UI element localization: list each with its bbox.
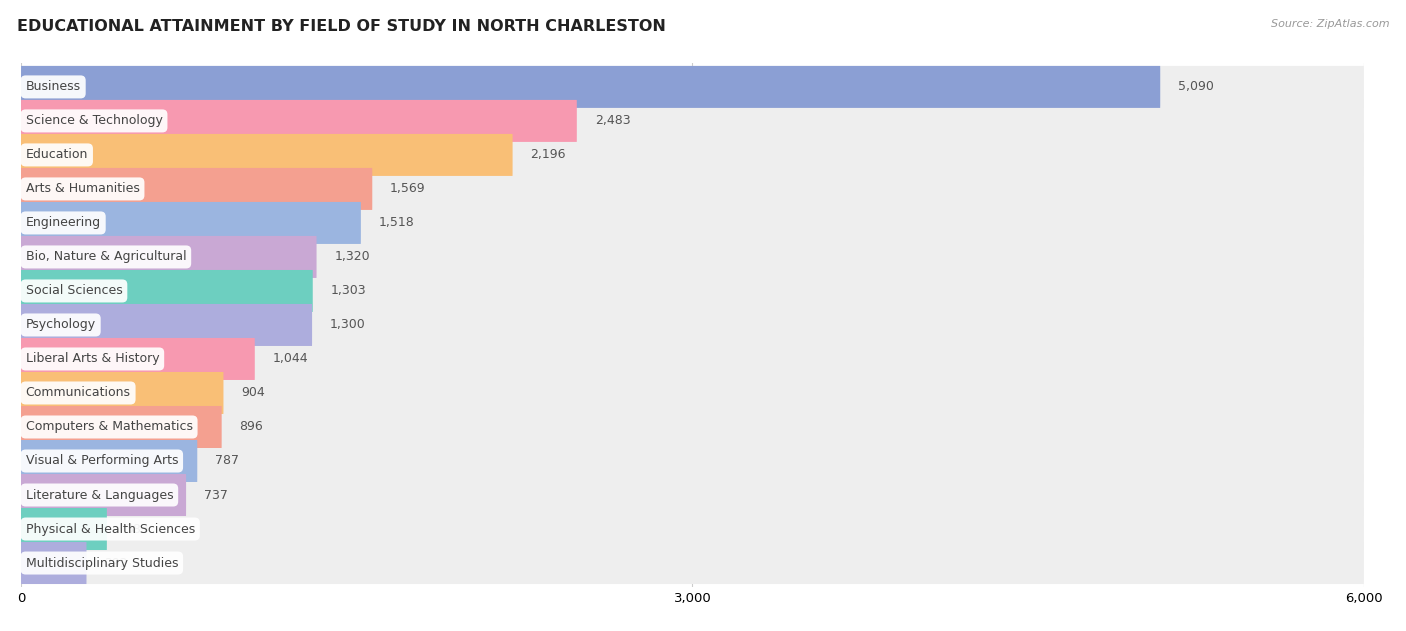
FancyBboxPatch shape <box>21 449 1364 473</box>
Text: 1,300: 1,300 <box>330 319 366 331</box>
Text: 1,518: 1,518 <box>378 216 415 230</box>
Text: Science & Technology: Science & Technology <box>25 114 163 127</box>
FancyBboxPatch shape <box>21 202 361 244</box>
FancyBboxPatch shape <box>21 236 1364 278</box>
FancyBboxPatch shape <box>21 236 316 278</box>
FancyBboxPatch shape <box>21 474 186 516</box>
Text: Arts & Humanities: Arts & Humanities <box>25 182 139 196</box>
FancyBboxPatch shape <box>21 517 1364 541</box>
Text: Physical & Health Sciences: Physical & Health Sciences <box>25 522 195 536</box>
FancyBboxPatch shape <box>21 74 1364 99</box>
Text: 1,044: 1,044 <box>273 353 308 365</box>
FancyBboxPatch shape <box>21 134 513 176</box>
Text: Social Sciences: Social Sciences <box>25 285 122 297</box>
FancyBboxPatch shape <box>21 168 373 210</box>
FancyBboxPatch shape <box>21 168 1364 210</box>
FancyBboxPatch shape <box>21 508 1364 550</box>
FancyBboxPatch shape <box>21 346 1364 372</box>
FancyBboxPatch shape <box>21 542 1364 584</box>
Text: Multidisciplinary Studies: Multidisciplinary Studies <box>25 557 179 570</box>
FancyBboxPatch shape <box>21 406 222 448</box>
FancyBboxPatch shape <box>21 278 1364 304</box>
Text: 5,090: 5,090 <box>1178 80 1213 93</box>
Text: 896: 896 <box>239 420 263 433</box>
FancyBboxPatch shape <box>21 270 1364 312</box>
FancyBboxPatch shape <box>21 100 1364 142</box>
FancyBboxPatch shape <box>21 474 1364 516</box>
Text: 737: 737 <box>204 488 228 502</box>
FancyBboxPatch shape <box>21 66 1364 108</box>
FancyBboxPatch shape <box>21 338 1364 380</box>
Text: Computers & Mathematics: Computers & Mathematics <box>25 420 193 433</box>
FancyBboxPatch shape <box>21 551 1364 575</box>
FancyBboxPatch shape <box>21 415 1364 439</box>
FancyBboxPatch shape <box>21 270 312 312</box>
FancyBboxPatch shape <box>21 109 1364 133</box>
FancyBboxPatch shape <box>21 312 1364 338</box>
Text: 2,483: 2,483 <box>595 114 630 127</box>
FancyBboxPatch shape <box>21 372 224 414</box>
Text: Liberal Arts & History: Liberal Arts & History <box>25 353 159 365</box>
FancyBboxPatch shape <box>21 143 1364 167</box>
Text: Source: ZipAtlas.com: Source: ZipAtlas.com <box>1271 19 1389 29</box>
Text: Communications: Communications <box>25 386 131 399</box>
Text: Psychology: Psychology <box>25 319 96 331</box>
Text: EDUCATIONAL ATTAINMENT BY FIELD OF STUDY IN NORTH CHARLESTON: EDUCATIONAL ATTAINMENT BY FIELD OF STUDY… <box>17 19 666 34</box>
FancyBboxPatch shape <box>21 406 1364 448</box>
Text: 2,196: 2,196 <box>530 148 567 162</box>
FancyBboxPatch shape <box>21 440 1364 482</box>
FancyBboxPatch shape <box>21 338 254 380</box>
FancyBboxPatch shape <box>21 542 87 584</box>
Text: 292: 292 <box>104 557 128 570</box>
FancyBboxPatch shape <box>21 372 1364 414</box>
Text: 1,569: 1,569 <box>389 182 426 196</box>
FancyBboxPatch shape <box>21 66 1160 108</box>
FancyBboxPatch shape <box>21 177 1364 201</box>
Text: Business: Business <box>25 80 80 93</box>
Text: 904: 904 <box>242 386 266 399</box>
Text: 1,303: 1,303 <box>330 285 366 297</box>
FancyBboxPatch shape <box>21 202 1364 244</box>
Text: 383: 383 <box>125 522 149 536</box>
FancyBboxPatch shape <box>21 134 1364 176</box>
Text: 787: 787 <box>215 454 239 468</box>
Text: Visual & Performing Arts: Visual & Performing Arts <box>25 454 179 468</box>
FancyBboxPatch shape <box>21 508 107 550</box>
FancyBboxPatch shape <box>21 380 1364 405</box>
FancyBboxPatch shape <box>21 100 576 142</box>
FancyBboxPatch shape <box>21 245 1364 269</box>
Text: 1,320: 1,320 <box>335 251 370 264</box>
Text: Literature & Languages: Literature & Languages <box>25 488 173 502</box>
Text: Education: Education <box>25 148 89 162</box>
Text: Engineering: Engineering <box>25 216 101 230</box>
Text: Bio, Nature & Agricultural: Bio, Nature & Agricultural <box>25 251 186 264</box>
FancyBboxPatch shape <box>21 440 197 482</box>
FancyBboxPatch shape <box>21 211 1364 235</box>
FancyBboxPatch shape <box>21 304 1364 346</box>
FancyBboxPatch shape <box>21 483 1364 507</box>
FancyBboxPatch shape <box>21 304 312 346</box>
